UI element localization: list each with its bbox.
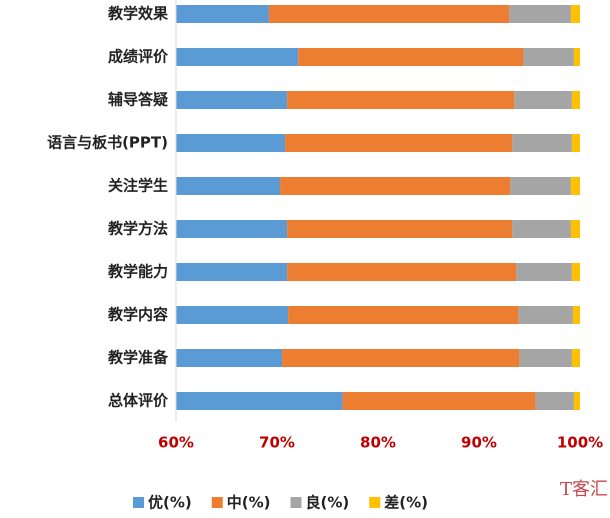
legend-label: 中(%) <box>227 494 271 512</box>
category-label: 辅导答疑 <box>108 91 168 109</box>
bar-segment <box>176 349 283 367</box>
bar-segment <box>268 5 510 23</box>
category-label: 总体评价 <box>108 392 169 410</box>
bar-segment <box>176 306 289 324</box>
bar-segment <box>512 220 571 238</box>
bar-segment <box>176 220 288 238</box>
bar-segment <box>570 220 580 238</box>
bar-segment <box>571 134 580 152</box>
bar-segment <box>176 392 343 410</box>
bar-segment <box>287 91 515 109</box>
legend-swatch <box>369 497 381 508</box>
bar-segment <box>573 48 580 66</box>
bar-segment <box>280 177 511 195</box>
category-label: 教学能力 <box>107 263 168 281</box>
bar-segment <box>573 392 580 410</box>
category-label: 教学方法 <box>107 220 168 238</box>
bar-segment <box>282 349 520 367</box>
legend-swatch <box>211 497 223 508</box>
bar-segment <box>571 263 580 281</box>
category-label: 教学准备 <box>107 349 169 367</box>
bar-segment <box>342 392 536 410</box>
bar-segment <box>176 5 269 23</box>
bar-segment <box>287 263 517 281</box>
bar-segment <box>509 5 571 23</box>
bar-segment <box>535 392 574 410</box>
bar-segment <box>176 263 288 281</box>
bar-segment <box>570 177 580 195</box>
x-tick-label: 100% <box>557 434 603 452</box>
x-tick-label: 60% <box>158 434 194 452</box>
legend-label: 差(%) <box>384 494 428 512</box>
bar-segment <box>298 48 524 66</box>
bar-segment <box>570 5 580 23</box>
legend-label: 优(%) <box>148 494 192 512</box>
bar-segment <box>519 349 572 367</box>
bar-segment <box>287 220 513 238</box>
x-tick-label: 90% <box>461 434 497 452</box>
bar-segment <box>285 134 513 152</box>
legend-label: 良(%) <box>306 494 350 512</box>
category-label: 关注学生 <box>108 177 168 195</box>
bar-segment <box>510 177 571 195</box>
bar-segment <box>512 134 572 152</box>
x-tick-label: 70% <box>259 434 295 452</box>
bar-segment <box>571 349 580 367</box>
bar-segment <box>176 91 288 109</box>
bar-segment <box>176 48 299 66</box>
bar-segment <box>288 306 519 324</box>
x-tick-label: 80% <box>360 434 396 452</box>
bar-segment <box>571 91 580 109</box>
category-label: 教学效果 <box>107 5 169 23</box>
bar-segment <box>516 263 572 281</box>
bar-segment <box>523 48 574 66</box>
bar-segment <box>176 177 281 195</box>
bar-segment <box>176 134 286 152</box>
category-label: 成绩评价 <box>108 48 169 66</box>
category-label: 教学内容 <box>107 306 168 324</box>
bar-segment <box>514 91 572 109</box>
watermark: T客汇 <box>560 479 608 500</box>
plot-area <box>176 5 580 410</box>
legend-swatch <box>133 497 144 508</box>
bar-segment <box>518 306 573 324</box>
category-label: 语言与板书(PPT) <box>47 134 168 152</box>
legend-swatch <box>290 497 302 508</box>
bar-segment <box>572 306 580 324</box>
